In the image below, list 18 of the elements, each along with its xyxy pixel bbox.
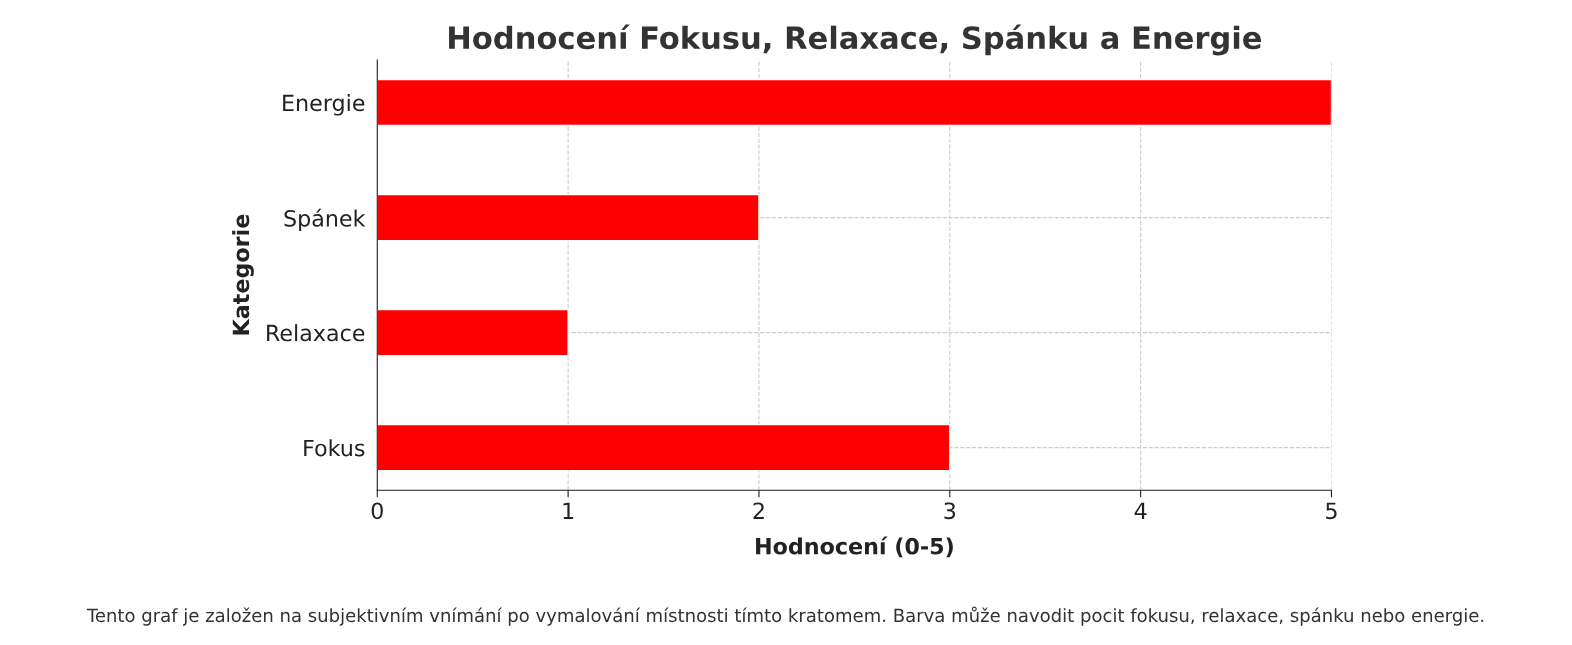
text: Tento graf je založen na subjektivním vnímání po vymalování místnosti tímto kratomem. Barva může navodit pocit fokusu, relaxace, spánku nebo energie. [86, 606, 1484, 626]
y-tick-label: Energie [283, 94, 365, 116]
y-tick-label: Spánek [284, 208, 366, 232]
y-tick-label: Relaxace [267, 324, 365, 342]
y-axis-title: Kategorie [232, 214, 254, 335]
x-tick-label: 4 [1134, 502, 1147, 519]
bar [377, 78, 1332, 127]
bar [377, 308, 569, 357]
bar [377, 423, 951, 472]
x-tick-label: 3 [944, 502, 956, 520]
x-tick-label: 5 [1326, 502, 1337, 520]
x-axis-title: Hodnocení (0-5) [756, 536, 953, 558]
chart-title: Hodnocení Fokusu, Relaxace, Spánku a Energie [449, 24, 1262, 56]
x-tick-label: 1 [563, 502, 574, 519]
x-tick-label: 0 [371, 502, 383, 520]
x-tick-label: 2 [753, 502, 764, 519]
y-tick-label: Fokus [304, 439, 365, 457]
bar [377, 193, 760, 242]
